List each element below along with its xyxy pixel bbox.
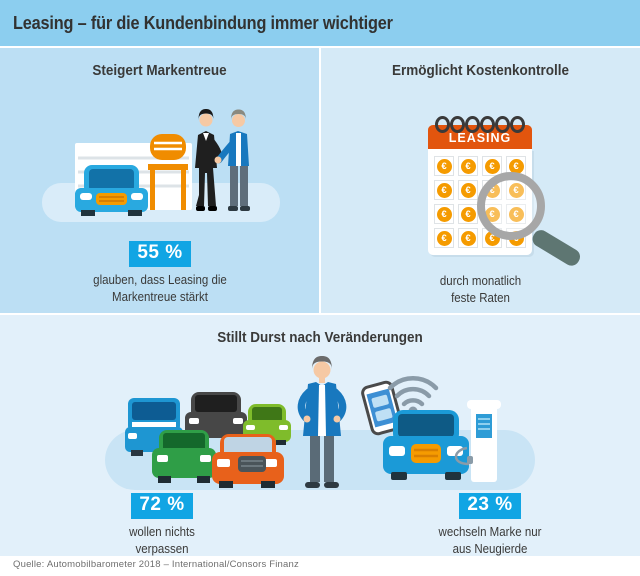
salesman-figure-icon: [195, 109, 222, 211]
customer-figure-icon: [214, 109, 250, 211]
stat-caption-55: glauben, dass Leasing die Markentreue st…: [93, 273, 227, 304]
spiral-ring-icon: [465, 116, 480, 133]
euro-coin-icon: €: [460, 230, 476, 246]
calendar-cell: €: [458, 156, 478, 176]
calendar-spiral-rings: [428, 116, 532, 133]
calendar-cell: €: [434, 228, 454, 248]
panel-cost-control: Ermöglicht Kostenkontrolle: [321, 48, 640, 313]
calendar-cell: €: [434, 180, 454, 200]
spiral-ring-icon: [435, 116, 450, 133]
panel-change-desire-heading: Stillt Durst nach Veränderungen: [217, 329, 423, 346]
stat-cost-control: durch monatlich feste Raten: [321, 268, 640, 306]
electric-car-icon: [383, 410, 469, 480]
blue-van-icon: [125, 398, 183, 456]
green-small-car-icon: [243, 404, 291, 445]
panel-brand-loyalty-heading: Steigert Markentreue: [92, 62, 227, 79]
stat-caption-72: wollen nichts verpassen: [129, 525, 195, 556]
calendar-cell: €: [458, 204, 478, 224]
stat-caption-cost-control: durch monatlich feste Raten: [439, 274, 522, 305]
euro-coin-icon: €: [436, 230, 452, 246]
calendar-cell: €: [482, 156, 502, 176]
euro-coin-icon: €: [460, 206, 476, 222]
stat-badge-23: 23 %: [459, 493, 521, 519]
spiral-ring-icon: [450, 116, 465, 133]
panel-cost-control-heading: Ermöglicht Kostenkontrolle: [391, 62, 570, 79]
euro-coin-icon: €: [508, 158, 524, 174]
calendar-cell: €: [458, 180, 478, 200]
calendar-cell: €: [458, 228, 478, 248]
spiral-ring-icon: [480, 116, 495, 133]
calendar-cell: €: [434, 156, 454, 176]
showroom-handshake-illustration: [42, 109, 280, 222]
euro-coin-icon: €: [484, 158, 500, 174]
stat-badge-55: 55 %: [129, 241, 191, 267]
traffic-change-illustration: [105, 356, 535, 490]
man-figure-icon: [297, 356, 347, 488]
magnifier-lens-icon: [477, 172, 545, 240]
calendar-cell: €: [434, 204, 454, 224]
stat-curiosity: 23 % wechseln Marke nur aus Neugierde: [350, 493, 630, 557]
page-title: Leasing – für die Kundenbindung immer wi…: [13, 12, 393, 33]
stat-brand-loyalty: 55 % glauben, dass Leasing die Markentre…: [0, 241, 320, 305]
stat-badge-72: 72 %: [131, 493, 193, 519]
source-note: Quelle: Automobilbarometer 2018 – Intern…: [13, 559, 299, 570]
euro-coin-icon: €: [460, 158, 476, 174]
orange-desk-icon: [148, 134, 188, 210]
footer: Quelle: Automobilbarometer 2018 – Intern…: [0, 556, 640, 576]
dark-green-car-icon: [152, 430, 216, 483]
smartphone-icon: [361, 380, 403, 436]
orange-car-icon: [212, 434, 284, 488]
panel-change-desire: Stillt Durst nach Veränderungen: [0, 315, 640, 556]
euro-coin-icon: €: [436, 158, 452, 174]
spiral-ring-icon: [495, 116, 510, 133]
blue-car-icon: [75, 165, 148, 216]
title-bar: Leasing – für die Kundenbindung immer wi…: [0, 0, 640, 46]
stat-caption-23: wechseln Marke nur aus Neugierde: [438, 525, 542, 556]
spiral-ring-icon: [510, 116, 525, 133]
stat-fomo: 72 % wollen nichts verpassen: [22, 493, 302, 557]
euro-coin-icon: €: [460, 182, 476, 198]
euro-coin-icon: €: [436, 182, 452, 198]
charging-station-icon: [454, 400, 501, 482]
euro-coin-icon: €: [436, 206, 452, 222]
